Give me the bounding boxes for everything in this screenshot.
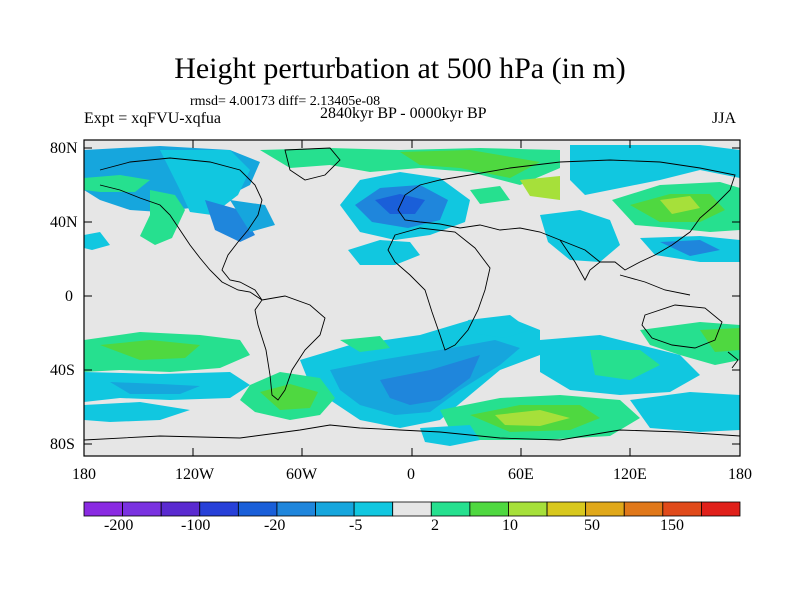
green-region — [590, 350, 660, 380]
colorbar-box — [662, 501, 702, 517]
colorbar — [83, 501, 741, 517]
colorbar-label: -5 — [349, 517, 363, 534]
lon-label: 120W — [175, 466, 215, 483]
cyan-region — [84, 402, 190, 422]
lat-label: 0 — [65, 288, 73, 305]
bright-green-region — [100, 340, 200, 360]
lon-label: 60W — [286, 466, 318, 483]
cyan-region — [420, 425, 480, 446]
colorbar-box — [276, 501, 316, 517]
colorbar-box — [315, 501, 355, 517]
figure-title: Height perturbation at 500 hPa (in m) — [174, 52, 626, 85]
colorbar-box — [237, 501, 278, 517]
colorbar-box — [701, 501, 741, 517]
blue-region — [205, 200, 255, 242]
lon-label: 180 — [72, 466, 96, 483]
green-region — [340, 336, 390, 352]
deep-blue-region — [375, 194, 425, 214]
colorbar-label: 150 — [660, 517, 684, 534]
lat-label: 40S — [50, 362, 75, 379]
colorbar-label: -200 — [104, 517, 134, 534]
bright-green-region — [700, 328, 740, 352]
experiment-label: Expt = xqFVU-xqfua — [84, 110, 222, 127]
green-region — [84, 175, 150, 192]
colorbar-label: 10 — [502, 517, 518, 534]
blue-region — [660, 240, 720, 256]
cyan-region — [630, 392, 740, 432]
colorbar-box — [83, 501, 123, 517]
cyan-region — [84, 232, 110, 250]
period-label: 2840kyr BP - 0000kyr BP — [320, 105, 487, 122]
lon-label: 60E — [508, 466, 534, 483]
colorbar-box — [546, 501, 587, 517]
cyan-region — [570, 145, 740, 195]
coastlines — [84, 147, 740, 441]
lon-label: 180 — [728, 466, 752, 483]
green-region — [140, 190, 185, 245]
bright-green-region — [260, 384, 318, 410]
colorbar-box — [199, 501, 239, 517]
neutral-region — [84, 415, 740, 456]
colorbar-box — [122, 501, 162, 517]
colorbar-box — [392, 501, 432, 517]
blue-region — [380, 355, 480, 405]
colorbar-box — [469, 501, 509, 517]
light-green-region — [495, 410, 570, 426]
light-green-region — [520, 176, 560, 200]
colorbar-label: -100 — [181, 517, 211, 534]
cyan-region — [468, 315, 530, 338]
green-region — [470, 186, 510, 204]
colorbar-box — [160, 501, 201, 517]
lat-label: 80S — [50, 436, 75, 453]
colorbar-box — [508, 501, 548, 517]
colorbar-label: -20 — [264, 517, 286, 534]
cyan-region — [540, 210, 620, 262]
colorbar-box — [585, 501, 625, 517]
light-green-region — [660, 196, 700, 214]
bright-green-region — [400, 150, 540, 178]
lat-label: 40N — [50, 214, 78, 231]
lat-label: 80N — [50, 140, 78, 157]
blue-region — [230, 200, 275, 232]
colorbar-box — [430, 501, 471, 517]
colorbar-box — [353, 501, 394, 517]
axis-ticks — [83, 140, 741, 456]
lon-label: 120E — [613, 466, 647, 483]
colorbar-label: 50 — [584, 517, 600, 534]
cyan-region — [348, 240, 420, 265]
season-label: JJA — [712, 110, 737, 127]
lon-label: 0 — [407, 466, 415, 483]
blue-region — [110, 382, 200, 394]
colorbar-box — [623, 501, 664, 517]
map-field — [84, 140, 740, 456]
stats-text: rmsd= 4.00173 diff= 2.13405e-08 — [190, 94, 381, 109]
colorbar-label: 2 — [431, 517, 439, 534]
